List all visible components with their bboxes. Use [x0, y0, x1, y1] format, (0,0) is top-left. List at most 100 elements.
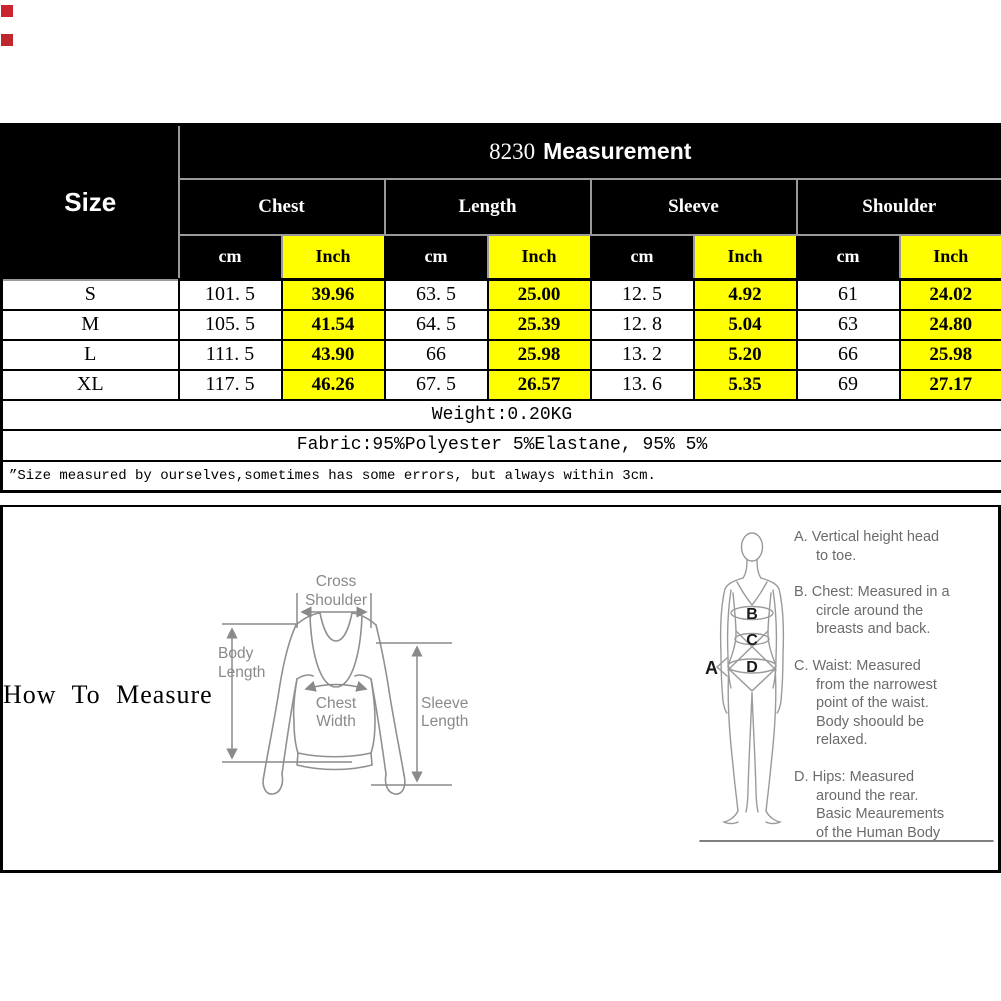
style-number: 8230: [489, 139, 536, 165]
instruction-block-a: A. Vertical height head to toe.: [794, 528, 1000, 565]
table-title-cell: 8230 Measurement: [177, 123, 1001, 180]
unit-header-inch: Inch: [486, 233, 592, 281]
size-table: Size 8230 Measurement Chest Length Sleeve…: [0, 123, 1001, 493]
sleeve-length-label-line2: Length: [421, 713, 468, 730]
instruction-line: to toe.: [816, 547, 857, 564]
instruction-line: C. Waist: Measured: [794, 657, 921, 674]
figure-label-a: A: [705, 658, 718, 678]
sleeve-length-label-line1: Sleeve: [421, 695, 468, 712]
instruction-line: around the rear.: [816, 787, 919, 804]
cell-shoulder-cm: 63: [795, 308, 901, 341]
cell-length-inch: 26.57: [486, 368, 592, 401]
cross-shoulder-label-line1: Cross: [316, 573, 357, 590]
unit-header-cm: cm: [589, 233, 695, 281]
instruction-line: D. Hips: Measured: [794, 768, 915, 785]
instruction-line: point of the waist.: [816, 695, 929, 712]
measurement-note: ”Size measured by ourselves,sometimes ha…: [0, 459, 1001, 493]
measurement-arrows: [222, 593, 452, 786]
body-figure: [699, 532, 994, 842]
cell-sleeve-inch: 4.92: [692, 278, 798, 311]
fabric-value: Fabric:95%Polyester 5%Elastane, 95% 5%: [0, 428, 1001, 462]
size-header-cell: Size: [0, 123, 180, 281]
instruction-block-b: B. Chest: Measured in a circle around th…: [794, 583, 1000, 639]
how-to-measure-box: [0, 505, 1001, 873]
unit-header-inch: Inch: [280, 233, 386, 281]
table-row-s: S 101. 5 39.96 63. 5 25.00 12. 5 4.92 61…: [0, 278, 1001, 311]
table-title-row: Size 8230 Measurement: [0, 123, 1001, 281]
fabric-row: Fabric:95%Polyester 5%Elastane, 95% 5%: [0, 428, 1001, 462]
group-header-shoulder: Shoulder: [795, 177, 1001, 236]
cell-shoulder-inch: 24.80: [898, 308, 1001, 341]
cell-size: L: [0, 338, 180, 371]
red-corner-mark-bottom: [1, 34, 13, 46]
note-row: ”Size measured by ourselves,sometimes ha…: [0, 459, 1001, 493]
group-header-row: Chest Length Sleeve Shoulder: [2, 177, 1001, 236]
cell-sleeve-inch: 5.04: [692, 308, 798, 341]
cell-sleeve-cm: 12. 8: [589, 308, 695, 341]
instruction-line: relaxed.: [816, 732, 868, 749]
cell-shoulder-cm: 69: [795, 368, 901, 401]
cell-length-cm: 64. 5: [383, 308, 489, 341]
table-row-xl: XL 117. 5 46.26 67. 5 26.57 13. 6 5.35 6…: [0, 368, 1001, 401]
unit-header-inch: Inch: [898, 233, 1001, 281]
cell-size: M: [0, 308, 180, 341]
cell-length-cm: 63. 5: [383, 278, 489, 311]
weight-value: Weight:0.20KG: [0, 398, 1001, 431]
unit-header-inch: Inch: [692, 233, 798, 281]
instruction-line: breasts and back.: [816, 621, 931, 638]
figure-label-b: B: [746, 606, 758, 623]
instruction-line: Basic Meaurements: [816, 806, 945, 823]
cell-chest-inch: 46.26: [280, 368, 386, 401]
cell-sleeve-cm: 13. 2: [589, 338, 695, 371]
unit-header-cm: cm: [177, 233, 283, 281]
cell-length-cm: 66: [383, 338, 489, 371]
cell-length-inch: 25.00: [486, 278, 592, 311]
instruction-block-d: D. Hips: Measured around the rear. Basic…: [794, 768, 1000, 842]
cell-shoulder-cm: 61: [795, 278, 901, 311]
weight-row: Weight:0.20KG: [0, 398, 1001, 431]
how-to-measure-heading: How To Measure: [3, 680, 213, 709]
instruction-line: B. Chest: Measured in a: [794, 584, 950, 601]
unit-header-cm: cm: [795, 233, 901, 281]
cell-shoulder-inch: 25.98: [898, 338, 1001, 371]
chest-width-label-line1: Chest: [316, 695, 357, 712]
table-row-m: M 105. 5 41.54 64. 5 25.39 12. 8 5.04 63…: [0, 308, 1001, 341]
cell-chest-cm: 117. 5: [177, 368, 283, 401]
cell-sleeve-inch: 5.35: [692, 368, 798, 401]
body-length-label-line1: Body: [218, 645, 254, 662]
figure-label-c: C: [746, 632, 758, 649]
cell-chest-inch: 41.54: [280, 308, 386, 341]
cell-chest-inch: 43.90: [280, 338, 386, 371]
measurement-instructions: A. Vertical height head to toe. B. Chest…: [794, 528, 1000, 860]
cell-sleeve-cm: 13. 6: [589, 368, 695, 401]
instruction-line: A. Vertical height head: [794, 529, 940, 545]
garment-labels: Cross Shoulder Body Length Chest Width S…: [218, 573, 468, 730]
instruction-line: circle around the: [816, 602, 924, 619]
cell-size: S: [0, 278, 180, 311]
group-header-length: Length: [383, 177, 592, 236]
cell-length-inch: 25.39: [486, 308, 592, 341]
figure-labels: A B C D: [705, 606, 758, 678]
cell-shoulder-inch: 27.17: [898, 368, 1001, 401]
unit-header-row: cm Inch cm Inch cm Inch cm Inch: [2, 233, 1001, 281]
cell-shoulder-cm: 66: [795, 338, 901, 371]
cell-chest-inch: 39.96: [280, 278, 386, 311]
group-header-chest: Chest: [177, 177, 386, 236]
cell-sleeve-cm: 12. 5: [589, 278, 695, 311]
instruction-line: from the narrowest: [816, 676, 937, 693]
cell-sleeve-inch: 5.20: [692, 338, 798, 371]
measure-diagram: Cross Shoulder Body Length Chest Width S…: [218, 532, 994, 842]
cell-chest-cm: 111. 5: [177, 338, 283, 371]
unit-header-cm: cm: [383, 233, 489, 281]
cell-length-inch: 25.98: [486, 338, 592, 371]
instruction-line: of the Human Body: [816, 824, 941, 841]
cross-shoulder-label-line2: Shoulder: [305, 592, 367, 609]
body-length-label-line2: Length: [218, 664, 265, 681]
table-row-l: L 111. 5 43.90 66 25.98 13. 2 5.20 66 25…: [0, 338, 1001, 371]
instruction-line: Body shoould be: [816, 713, 925, 730]
figure-label-d: D: [746, 659, 758, 676]
cell-shoulder-inch: 24.02: [898, 278, 1001, 311]
chest-width-label-line2: Width: [316, 713, 356, 730]
group-header-sleeve: Sleeve: [589, 177, 798, 236]
